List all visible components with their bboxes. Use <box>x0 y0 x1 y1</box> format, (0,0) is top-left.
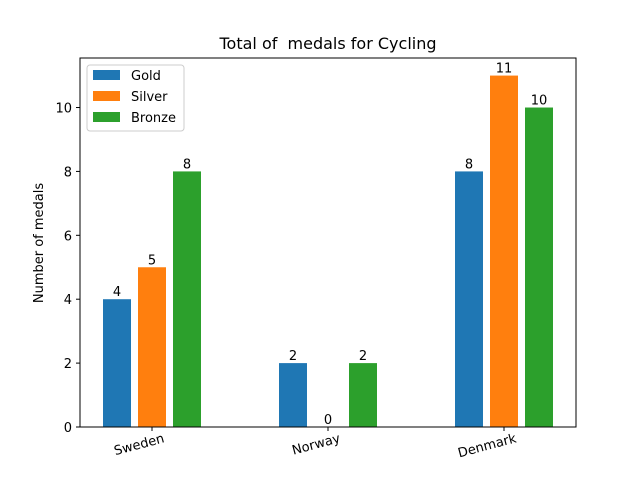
y-tick-label: 0 <box>64 421 72 436</box>
legend-label: Bronze <box>131 111 176 126</box>
bar-value-label: 2 <box>359 349 367 364</box>
bar-value-label: 4 <box>113 285 121 300</box>
plot-area: 4 2 8 5 0 11 8 2 10 0 2 4 6 8 10 Sweden Norway Denmark <box>55 57 577 461</box>
bar-value-label: 8 <box>465 157 473 172</box>
bar-value-label: 11 <box>496 62 513 77</box>
y-tick-label: 4 <box>64 293 72 308</box>
bar-gold-norway <box>279 363 307 427</box>
bar-bronze-sweden <box>173 171 201 427</box>
bar-silver-denmark <box>490 75 518 428</box>
chart-title: Total of medals for Cycling <box>218 34 436 53</box>
bar-bronze-norway <box>349 363 377 427</box>
bar-silver-sweden <box>138 267 166 427</box>
y-tick-label: 6 <box>64 229 72 244</box>
bar-value-label: 0 <box>324 413 332 428</box>
y-tick-label: 2 <box>64 357 72 372</box>
x-tick-label: Sweden <box>113 431 167 459</box>
legend-label: Silver <box>131 90 168 105</box>
bar-value-label: 10 <box>531 94 548 109</box>
legend-label: Gold <box>131 69 161 84</box>
y-tick-label: 10 <box>55 102 72 117</box>
bar-bronze-denmark <box>525 107 553 428</box>
bar-value-label: 8 <box>183 157 191 172</box>
x-tick-label: Denmark <box>456 431 518 461</box>
bar-value-label: 2 <box>289 349 297 364</box>
legend-swatch <box>93 70 120 80</box>
bar-value-label: 5 <box>148 253 156 268</box>
bar-gold-sweden <box>103 299 131 427</box>
x-tick-label: Norway <box>291 431 343 458</box>
legend: Gold Silver Bronze <box>86 64 185 132</box>
y-axis-label: Number of medals <box>32 183 47 304</box>
legend-swatch <box>93 91 120 101</box>
bar-gold-denmark <box>455 171 483 427</box>
legend-swatch <box>93 112 120 122</box>
y-tick-label: 8 <box>64 165 72 180</box>
